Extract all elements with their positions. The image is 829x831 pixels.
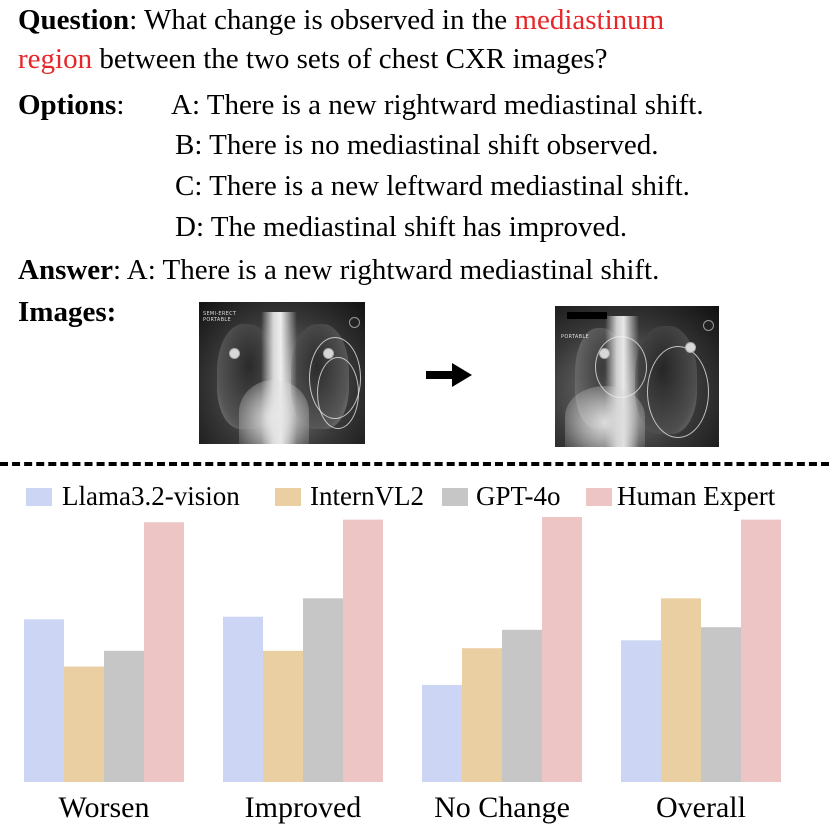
bar-improved-internvl2 [263,650,303,782]
bar-no-change-llama [422,684,462,782]
legend-swatch-internvl2 [275,488,301,506]
bar-no-change-internvl2 [462,648,502,782]
option-b: B: There is no mediastinal shift observe… [175,129,659,161]
chart-legend: Llama3.2-vision InternVL2 GPT-4o Human E… [0,480,829,514]
bar-improved-llama [223,616,263,782]
xray-image-before: SEMI-ERECT PORTABLE [199,302,365,444]
bar-no-change-human-expert [542,517,582,782]
x-tick-label: Overall [656,791,746,824]
legend-label-llama: Llama3.2-vision [62,481,240,511]
question-line-1: Question: What change is observed in the… [18,3,664,37]
bar-overall-gpt4o [701,627,741,782]
question-highlight-2: region [18,43,93,75]
legend-swatch-human-expert [586,488,612,506]
bar-overall-internvl2 [661,598,701,782]
right-arrow-icon [426,363,472,387]
legend-label-human-expert: Human Expert [617,481,776,511]
options-colon: : [116,89,125,121]
question-highlight-1: mediastinum [514,4,665,36]
images-label: Images: [18,296,117,328]
options-label-line: Options: [18,88,124,122]
answer-line: Answer: A: There is a new rightward medi… [18,253,659,287]
x-tick-label: Improved [245,791,362,824]
option-c: C: There is a new leftward mediastinal s… [175,170,690,202]
question-line-2: region between the two sets of chest CXR… [18,42,608,76]
question-text-after: between the two sets of chest CXR images… [92,43,608,75]
bar-overall-llama [621,640,661,782]
option-a: A: There is a new rightward mediastinal … [171,89,704,121]
x-tick-label: No Change [434,791,570,824]
x-tick-label: Worsen [59,791,150,824]
xray-after-caption: PORTABLE [561,334,589,340]
legend-swatch-llama [26,488,52,506]
legend-swatch-gpt4o [442,488,468,506]
legend-label-internvl2: InternVL2 [310,481,424,511]
bar-overall-human-expert [741,519,781,782]
options-label: Options [18,89,117,121]
bar-worsen-llama [24,619,64,782]
bar-no-change-gpt4o [502,629,542,782]
question-label: Question [18,4,130,36]
bar-worsen-gpt4o [104,650,144,782]
bar-chart: Worsen Improved No Change Overall [24,517,781,824]
dashed-divider [0,462,829,466]
bar-worsen-internvl2 [64,666,104,782]
answer-text: : A: There is a new rightward mediastina… [113,254,660,286]
bar-worsen-human-expert [144,522,184,782]
bar-improved-human-expert [343,519,383,782]
question-text: : What change is observed in the [129,4,515,36]
xray-before-caption: SEMI-ERECT PORTABLE [203,311,237,323]
xray-image-after: PORTABLE [555,306,719,447]
legend-label-gpt4o: GPT-4o [476,481,561,511]
answer-label: Answer [18,254,114,286]
option-d: D: The mediastinal shift has improved. [175,211,628,243]
bar-improved-gpt4o [303,598,343,782]
